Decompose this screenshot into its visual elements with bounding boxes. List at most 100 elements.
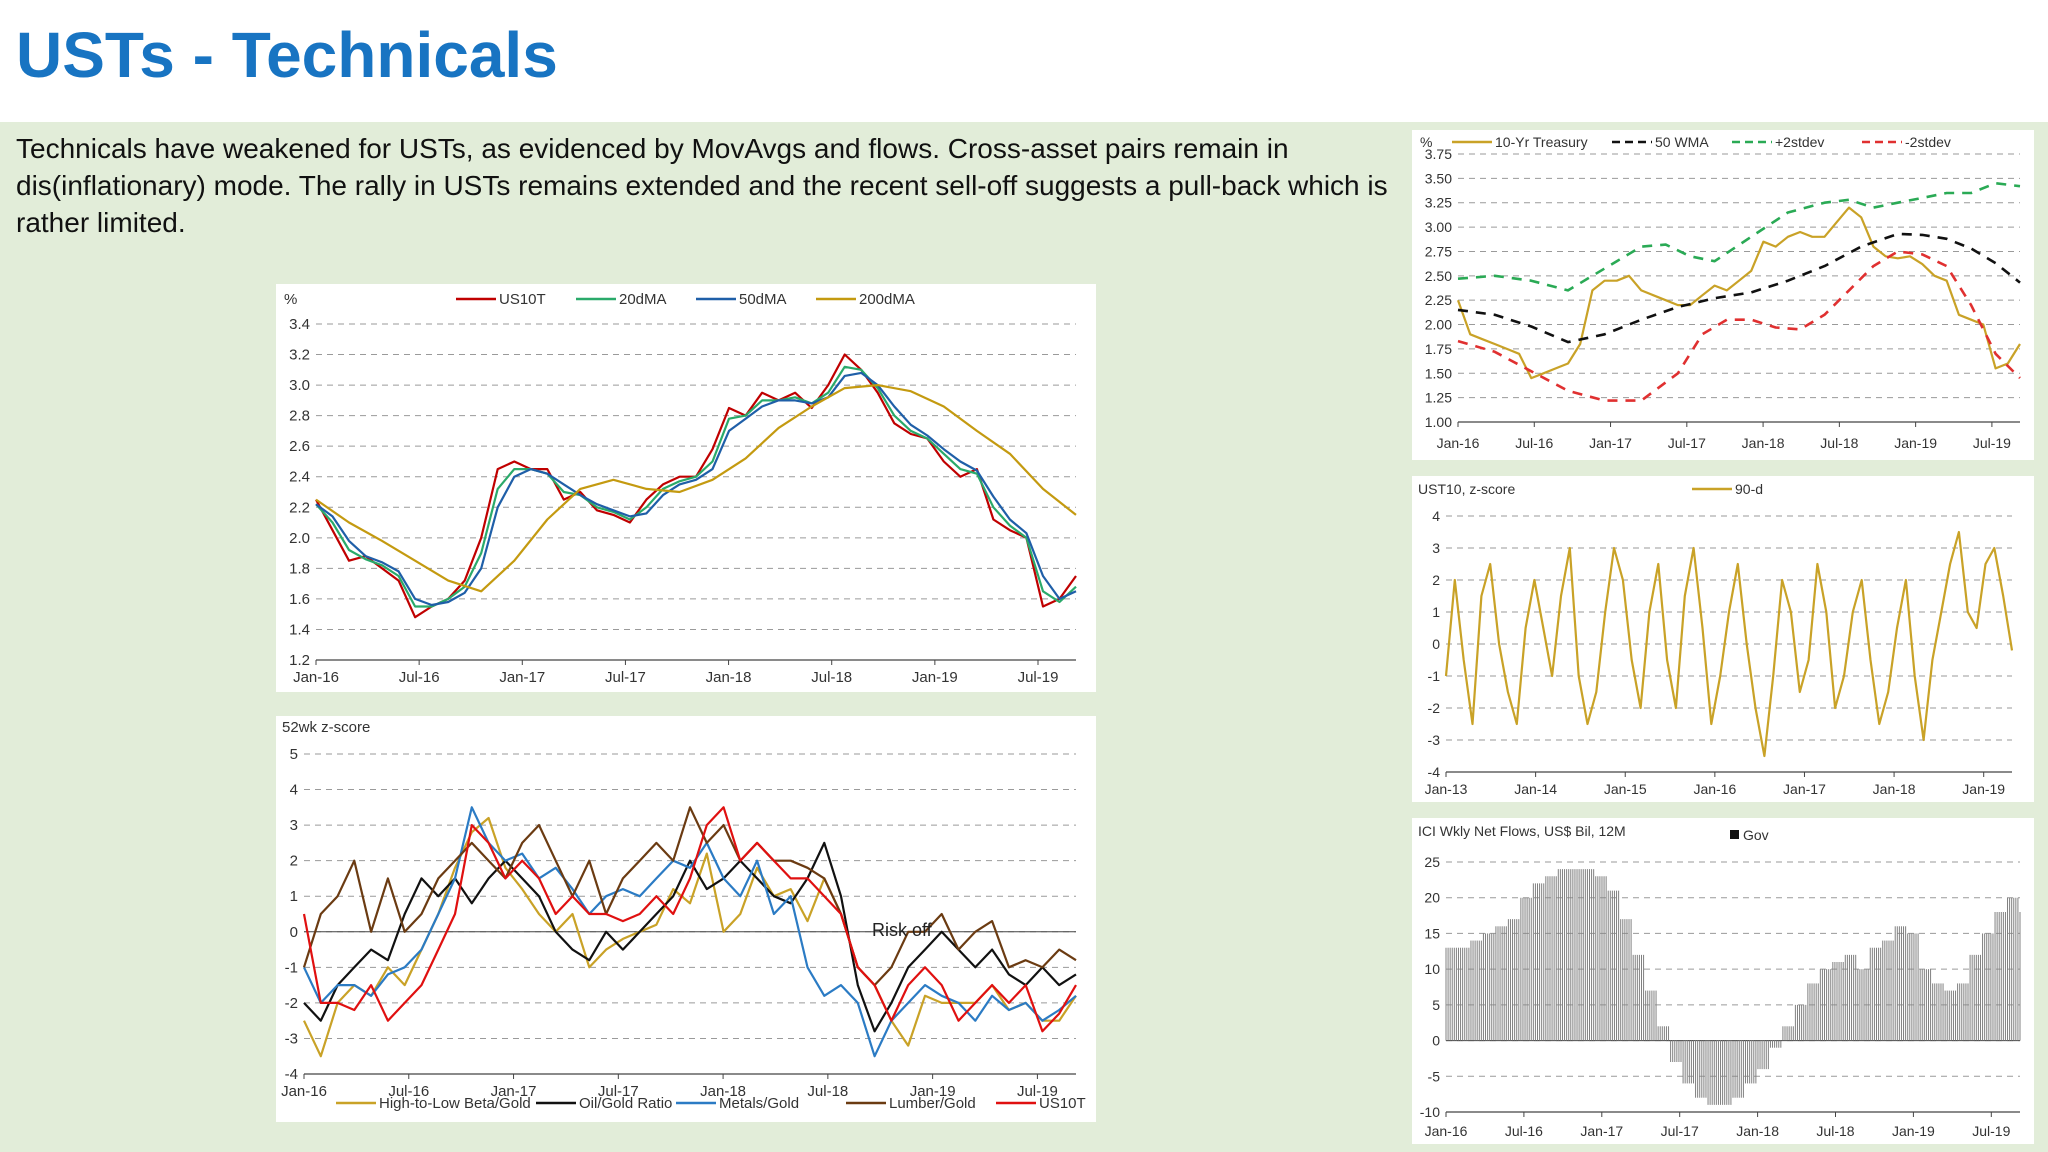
legend-label: US10T [1039,1095,1086,1112]
y-tick-label: -10 [1420,1104,1440,1120]
series-line-50dma [315,371,1077,607]
y-tick-label: 3 [1432,540,1440,556]
y-tick-label: 3.00 [1425,219,1452,235]
y-tick-label: 1 [1432,604,1440,620]
series-line--2stdev [1457,181,2021,292]
x-tick-label: Jul-19 [1018,669,1059,686]
y-tick-label: 2.75 [1425,243,1452,259]
slide-header: USTs - Technicals [0,0,2048,122]
x-tick-label: Jan-15 [1604,781,1647,797]
moving-averages-chart: % 1.2 1.4 1.6 1.8 2.0 2.2 2.4 2.6 2.8 3.0 3.2 3.4 Jan… [284,291,1077,686]
x-tick-label: Jan-16 [1425,1123,1468,1139]
x-tick-label: Jan-18 [706,669,752,686]
y-tick-label: -1 [1428,668,1441,684]
y-tick-label: 10 [1424,961,1440,977]
y-tick-label: 3 [290,817,298,834]
y-axis-title: ICI Wkly Net Flows, US$ Bil, 12M [1418,823,1626,839]
y-tick-label: 3.75 [1425,146,1452,162]
x-tick-label: Jul-17 [1668,435,1706,451]
x-tick-label: Jul-17 [1661,1123,1699,1139]
x-tick-label: Jul-18 [811,669,852,686]
y-tick-label: 15 [1424,925,1440,941]
legend-label: 50dMA [739,291,787,308]
y-tick-label: 3.4 [289,316,310,333]
y-tick-label: -3 [1428,732,1441,748]
y-tick-label: 3.0 [289,377,310,394]
slide-title: USTs - Technicals [16,19,558,91]
y-tick-label: -1 [285,959,298,976]
ust10-zscore-chart: UST10, z-score -4 -3 -2 -1 0 1 2 3 4 Jan-13 Jan-14 J… [1418,481,2014,797]
y-tick-label: 2 [1432,572,1440,588]
moving-averages-chart-panel: % 1.2 1.4 1.6 1.8 2.0 2.2 2.4 2.6 2.8 3.0 3.2 3.4 Jan… [276,284,1096,692]
legend-label: Metals/Gold [719,1095,799,1112]
y-tick-label: -3 [285,1030,298,1047]
x-tick-label: Jan-16 [281,1083,327,1100]
y-tick-label: 1.2 [289,652,310,669]
y-tick-label: 2.6 [289,438,310,455]
x-tick-label: Jan-18 [1742,435,1785,451]
cross-asset-zscore-chart-panel: 52wk z-score -4 -3 -2 -1 0 1 2 3 4 5 Jan-16 Jul-16 Ja… [276,716,1096,1122]
ici-flows-chart-panel: ICI Wkly Net Flows, US$ Bil, 12M -10 -5 0 5 1… [1412,818,2034,1144]
legend-label: 20dMA [619,291,667,308]
legend-swatch [1730,830,1739,839]
legend-label: 10-Yr Treasury [1495,134,1588,150]
y-tick-label: 2.00 [1425,317,1452,333]
y-tick-label: 3.50 [1425,170,1452,186]
y-tick-label: 25 [1424,854,1440,870]
x-tick-label: Jul-19 [1972,1123,2010,1139]
treasury-bands-chart-panel: % 1.00 1.25 1.50 1.75 2.00 2.25 2.50 2.75 3.00 3.2… [1412,130,2034,460]
x-tick-label: Jul-16 [399,669,440,686]
y-tick-label: 1.25 [1425,390,1452,406]
y-tick-label: 2.2 [289,499,310,516]
series-line-50-wma [1457,232,2021,344]
y-tick-label: 1.50 [1425,365,1452,381]
y-tick-label: 5 [1432,997,1440,1013]
x-tick-label: Jan-19 [1894,435,1937,451]
legend-label: US10T [499,291,546,308]
y-tick-label: 3.25 [1425,195,1452,211]
x-tick-label: Jul-16 [388,1083,429,1100]
y-tick-label: 5 [290,746,298,763]
x-tick-label: Jan-17 [499,669,545,686]
series-line-90-d [1444,530,2014,758]
x-tick-label: Jul-18 [1816,1123,1854,1139]
x-tick-label: Jul-19 [1973,435,2011,451]
x-tick-label: Jan-14 [1514,781,1557,797]
y-tick-label: 0 [1432,636,1440,652]
series-line-10-yr-treasury [1456,206,2021,380]
legend-label: 90-d [1735,481,1763,497]
y-tick-label: 1.8 [289,560,310,577]
x-tick-label: Jul-18 [1820,435,1858,451]
x-tick-label: Jan-16 [293,669,339,686]
y-tick-label: 1.6 [289,591,310,608]
y-tick-label: -4 [1428,764,1441,780]
treasury-bands-chart: % 1.00 1.25 1.50 1.75 2.00 2.25 2.50 2.75 3.00 3.2… [1420,134,2021,451]
y-tick-label: 4 [1432,508,1440,524]
y-tick-label: -2 [1428,700,1441,716]
y-tick-label: 2.25 [1425,292,1452,308]
x-tick-label: Jul-16 [1505,1123,1543,1139]
x-tick-label: Jan-17 [1580,1123,1623,1139]
series-line-200dma [315,384,1077,593]
y-tick-label: 2.8 [289,408,310,425]
y-tick-label: 2.4 [289,469,310,486]
y-axis-title: % [1420,134,1432,150]
x-tick-label: Jan-17 [1783,781,1826,797]
y-tick-label: 1.75 [1425,341,1452,357]
series-line-lumber-gold [302,806,1077,987]
x-tick-label: Jul-17 [598,1083,639,1100]
legend-label: Gov [1743,827,1769,843]
series-line-us10t [302,806,1077,1033]
y-tick-label: 1 [290,888,298,905]
y-tick-label: 1.00 [1425,414,1452,430]
x-tick-label: Jan-17 [491,1083,537,1100]
x-tick-label: Jul-17 [605,669,646,686]
x-tick-label: Jan-18 [700,1083,746,1100]
y-tick-label: -2 [285,995,298,1012]
x-tick-label: Jan-16 [1437,435,1480,451]
legend-label: 200dMA [859,291,915,308]
legend-label: -2stdev [1905,134,1951,150]
legend-label: +2stdev [1775,134,1824,150]
y-tick-label: 3.2 [289,347,310,364]
x-tick-label: Jan-13 [1425,781,1468,797]
